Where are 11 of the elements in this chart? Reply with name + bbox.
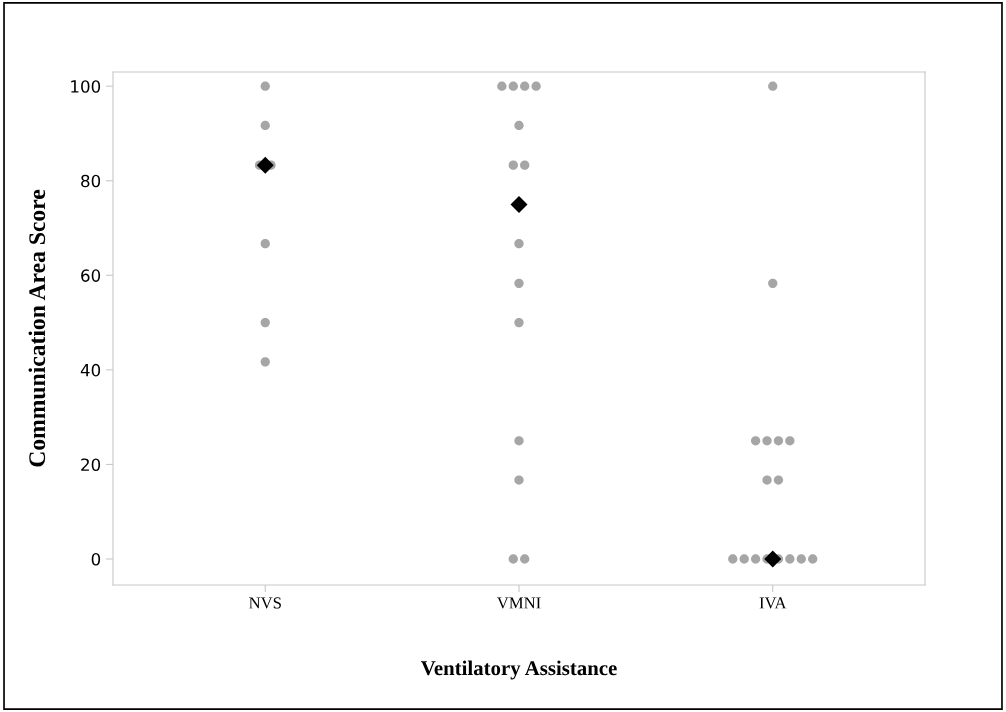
- y-axis-title: Communication Area Score: [28, 189, 46, 467]
- x-tick-label: NVS: [249, 597, 281, 609]
- x-axis-title: Ventilatory Assistance: [420, 660, 617, 680]
- x-tick-label: IVA: [759, 597, 787, 609]
- y-tick-label: 40: [80, 363, 101, 377]
- y-tick-label: 0: [91, 552, 101, 566]
- y-tick-label: 20: [81, 458, 101, 471]
- y-tick-label: 60: [81, 269, 101, 282]
- x-tick-label: VMNI: [496, 597, 541, 609]
- y-tick-label: 100: [71, 80, 101, 93]
- y-tick-label: 80: [81, 174, 101, 188]
